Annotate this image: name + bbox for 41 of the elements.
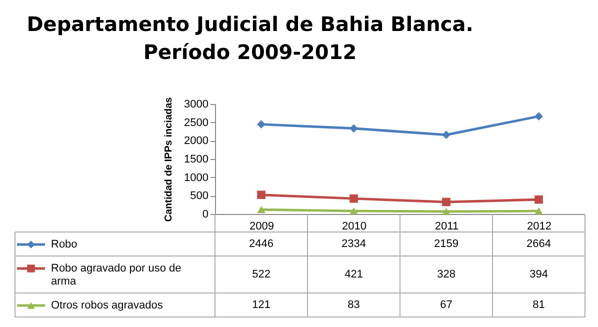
x-tick-label: 2009 xyxy=(250,220,274,232)
data-label: 81 xyxy=(532,299,545,311)
data-label: 2664 xyxy=(526,238,551,250)
point xyxy=(442,130,450,140)
point xyxy=(350,194,358,203)
x-tick-label: 2011 xyxy=(434,220,459,232)
data-label: 328 xyxy=(437,268,456,280)
y-tick-label: 1500 xyxy=(184,154,208,166)
x-tick-label: 2010 xyxy=(342,220,366,232)
point xyxy=(534,207,543,215)
point xyxy=(257,190,266,200)
point xyxy=(534,112,543,121)
y-tick-label: 500 xyxy=(190,190,208,202)
data-label: 2334 xyxy=(342,238,366,250)
data-label: 421 xyxy=(344,268,363,280)
data-label: 2446 xyxy=(249,238,274,250)
point xyxy=(350,124,358,133)
legend-label: Robo xyxy=(51,238,78,250)
data-label: 83 xyxy=(348,299,360,311)
point xyxy=(534,195,543,204)
point xyxy=(442,198,450,206)
y-tick-label: 0 xyxy=(202,208,208,220)
y-tick-label: 2500 xyxy=(184,116,208,129)
data-label: 121 xyxy=(252,299,270,311)
data-label: 67 xyxy=(440,299,452,311)
text: Período 2009-2012 xyxy=(143,40,357,64)
point xyxy=(257,120,266,128)
point xyxy=(257,206,266,214)
point xyxy=(350,207,358,215)
data-label: 522 xyxy=(252,268,270,280)
y-tick-label: 3000 xyxy=(184,98,208,110)
point xyxy=(442,208,450,216)
legend-label: Robo agravado por uso de arma xyxy=(51,262,182,288)
y-tick-label: 2000 xyxy=(184,135,208,148)
y-axis-title: Cantidad de IPPs inciadas xyxy=(164,96,174,222)
data-label: 2159 xyxy=(434,238,458,250)
data-label: 394 xyxy=(530,268,548,280)
legend-label: Otros robos agravados xyxy=(51,300,164,312)
text: Departamento Judicial de Bahia Blanca. xyxy=(26,12,474,36)
x-tick-label: 2012 xyxy=(527,220,552,232)
y-tick-label: 1000 xyxy=(184,172,208,184)
